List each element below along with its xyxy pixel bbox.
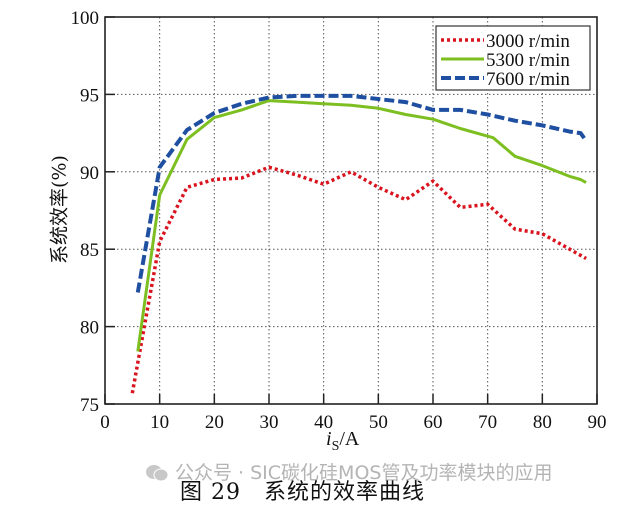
watermark: 公众号 · SIC碳化硅MOS管及功率模块的应用 — [145, 458, 552, 485]
x-axis-var: i — [326, 428, 332, 450]
x-tick-label: 30 — [260, 412, 279, 433]
x-tick-label: 90 — [588, 412, 607, 433]
figure-caption: 图 29 系统的效率曲线 — [180, 480, 425, 505]
y-tick-label: 95 — [80, 85, 99, 106]
y-tick-label: 85 — [80, 240, 99, 261]
y-axis-label: 系统效率(%) — [48, 155, 71, 264]
series-line-1 — [136, 99, 587, 352]
x-tick-label: 0 — [100, 412, 110, 433]
plot-frame — [104, 16, 598, 405]
y-tick-label: 100 — [71, 8, 100, 29]
x-axis-unit: /A — [339, 428, 360, 450]
legend-label-1: 5300 r/min — [486, 50, 570, 71]
watermark-text: 公众号 · SIC碳化硅MOS管及功率模块的应用 — [175, 462, 553, 484]
x-tick-label: 40 — [314, 412, 333, 433]
series-line-0 — [130, 165, 587, 394]
x-tick-label: 70 — [478, 412, 497, 433]
wechat-icon — [145, 464, 169, 482]
x-tick-label: 80 — [533, 412, 552, 433]
x-tick-label: 50 — [369, 412, 388, 433]
x-tick-label: 20 — [205, 412, 224, 433]
series-line-2 — [135, 93, 588, 293]
x-tick-label: 10 — [150, 412, 169, 433]
y-tick-label: 80 — [80, 318, 99, 339]
legend-label-0: 3000 r/min — [486, 31, 570, 52]
y-tick-label: 75 — [80, 395, 99, 416]
legend-label-2: 7600 r/min — [486, 69, 570, 90]
x-tick-label: 60 — [424, 412, 443, 433]
x-axis-label: iS/A — [326, 428, 359, 455]
x-axis-sub: S — [331, 439, 340, 454]
y-tick-label: 90 — [80, 163, 99, 184]
